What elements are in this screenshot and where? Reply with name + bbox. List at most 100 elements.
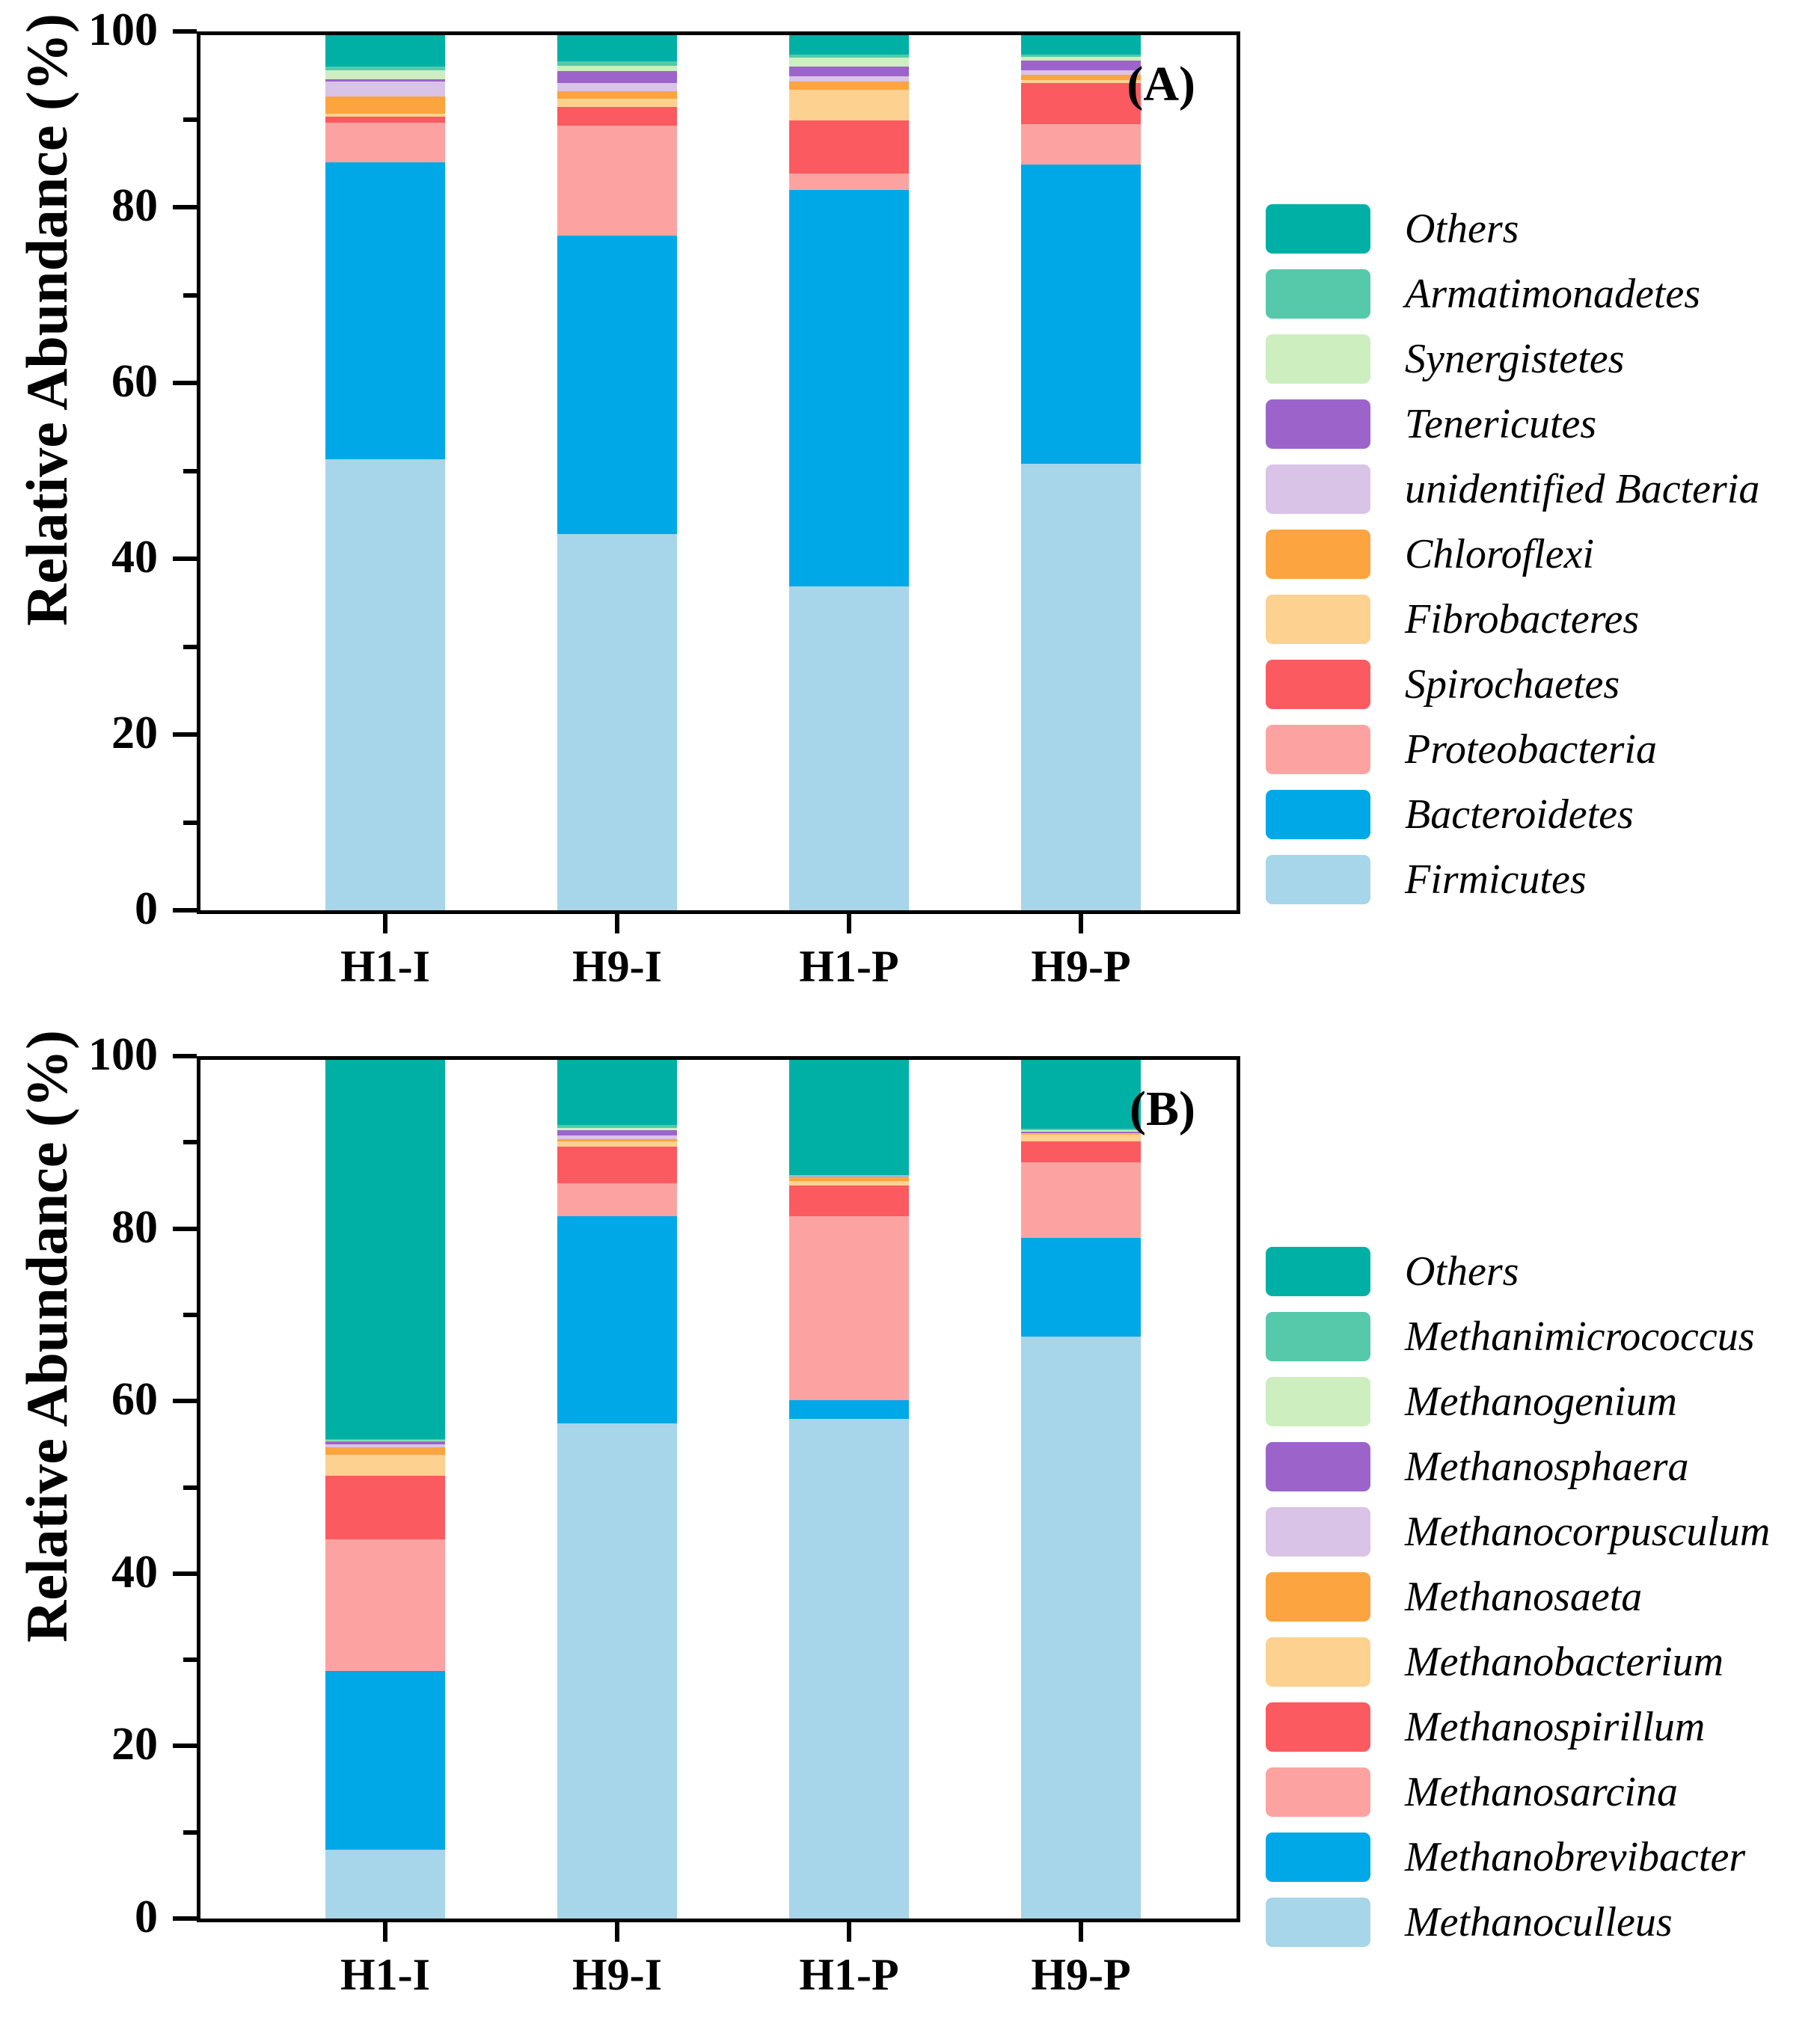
- segment-methanobrevibacter: [325, 1671, 445, 1850]
- plot-area-b: (B): [197, 1056, 1240, 1922]
- y-tick-label: 80: [111, 180, 158, 231]
- x-tick: [847, 1922, 851, 1942]
- segment-fibrobacteres: [1021, 79, 1141, 84]
- legend-label: Methanoculleus: [1405, 1898, 1673, 1945]
- segment-methanoculleus: [557, 1423, 677, 1919]
- segment-others: [557, 35, 677, 62]
- legend-swatch: [1266, 854, 1370, 904]
- segment-firmicutes: [557, 533, 677, 910]
- y-tick-label: 0: [135, 883, 158, 934]
- segment-methanospirillum: [789, 1185, 909, 1216]
- y-major-tick: [173, 1054, 197, 1058]
- y-major-tick: [173, 1916, 197, 1921]
- legend-swatch: [1266, 1897, 1370, 1947]
- legend-label: Chloroflexi: [1405, 530, 1595, 577]
- x-category-label: H1-P: [799, 1950, 899, 1999]
- segment-fibrobacteres: [325, 114, 445, 117]
- legend-item-methanosphaera: Methanosphaera: [1266, 1434, 1770, 1499]
- segment-fibrobacteres: [557, 99, 677, 107]
- legend-a: Others Armatimonadetes Synergistetes Teneri…: [1266, 196, 1759, 912]
- segment-firmicutes: [789, 586, 909, 910]
- segment-bacteroidetes: [325, 162, 445, 460]
- segment-firmicutes: [1021, 464, 1141, 910]
- y-major-tick: [173, 1399, 197, 1404]
- legend-item-others: Others: [1266, 1239, 1770, 1304]
- y-minor-tick: [183, 1657, 197, 1663]
- legend-item-methanobrevibacter: Methanobrevibacter: [1266, 1824, 1770, 1889]
- y-minor-tick: [183, 644, 197, 649]
- segment-fibrobacteres: [789, 89, 909, 120]
- segment-methanosaeta: [1021, 1133, 1141, 1135]
- y-minor-tick: [183, 1312, 197, 1317]
- segment-chloroflexi: [325, 96, 445, 114]
- segment-others: [325, 35, 445, 67]
- legend-swatch: [1266, 203, 1370, 254]
- segment-synergistetes: [325, 70, 445, 79]
- y-minor-tick: [183, 292, 197, 298]
- legend-swatch: [1266, 464, 1370, 514]
- segment-methanospirillum: [557, 1146, 677, 1184]
- x-category-label: H9-P: [1031, 942, 1131, 991]
- legend-swatch: [1266, 1376, 1370, 1426]
- legend-label: Synergistetes: [1405, 335, 1625, 382]
- stacked-bar-h1-i: [325, 1060, 445, 1919]
- x-tick: [615, 914, 619, 933]
- segment-methanospirillum: [325, 1475, 445, 1539]
- y-minor-tick: [183, 117, 197, 122]
- legend-swatch: [1266, 1441, 1370, 1491]
- legend-swatch: [1266, 399, 1370, 449]
- segment-methanoculleus: [1021, 1336, 1141, 1919]
- legend-label: Methanobacterium: [1405, 1638, 1724, 1685]
- segment-methanosphaera: [325, 1441, 445, 1445]
- segment-synergistetes: [557, 65, 677, 71]
- legend-label: unidentified Bacteria: [1405, 465, 1760, 512]
- segment-chloroflexi: [557, 91, 677, 99]
- segment-armatimonadetes: [789, 54, 909, 58]
- legend-item-methanocorpusculum: Methanocorpusculum: [1266, 1499, 1770, 1564]
- y-major-tick: [173, 29, 197, 34]
- stacked-bar-h1-i: [325, 35, 445, 910]
- y-minor-tick: [183, 1830, 197, 1835]
- segment-armatimonadetes: [557, 61, 677, 66]
- segment-methanobrevibacter: [557, 1215, 677, 1423]
- panel-label-b: (B): [1130, 1082, 1195, 1136]
- segment-others: [325, 1060, 445, 1440]
- legend-label: Proteobacteria: [1405, 726, 1657, 773]
- x-tick: [1079, 1922, 1083, 1942]
- segment-methanimicrococcus: [789, 1174, 909, 1176]
- y-tick-label: 60: [111, 1374, 158, 1426]
- segment-spirochaetes: [325, 116, 445, 123]
- legend-item-methanogenium: Methanogenium: [1266, 1369, 1770, 1434]
- legend-item-tenericutes: Tenericutes: [1266, 391, 1759, 456]
- legend-item-methanospirillum: Methanospirillum: [1266, 1694, 1770, 1759]
- stacked-bar-h9-i: [557, 1060, 677, 1919]
- legend-item-spirochaetes: Spirochaetes: [1266, 651, 1759, 717]
- segment-methanogenium: [557, 1127, 677, 1131]
- legend-label: Methanocorpusculum: [1405, 1508, 1771, 1555]
- segment-methanosaeta: [557, 1138, 677, 1142]
- legend-b: Others Methanimicrococcus Methanogenium Met…: [1266, 1239, 1770, 1954]
- segment-methanospirillum: [1021, 1141, 1141, 1162]
- segment-armatimonadetes: [325, 67, 445, 70]
- legend-item-methanimicrococcus: Methanimicrococcus: [1266, 1304, 1770, 1369]
- legend-item-methanosarcina: Methanosarcina: [1266, 1759, 1770, 1824]
- segment-methanosarcina: [1021, 1162, 1141, 1238]
- x-category-label: H1-I: [340, 1950, 430, 1999]
- y-major-tick: [173, 908, 197, 913]
- legend-swatch: [1266, 1702, 1370, 1752]
- bars-b: [200, 1060, 1237, 1919]
- segment-methanobacterium: [325, 1455, 445, 1476]
- legend-label: Firmicutes: [1405, 856, 1587, 903]
- legend-label: Methanosphaera: [1405, 1443, 1689, 1490]
- y-tick-label: 60: [111, 356, 158, 407]
- legend-label: Tenericutes: [1405, 400, 1597, 447]
- y-tick-label: 20: [111, 708, 158, 758]
- legend-swatch: [1266, 659, 1370, 709]
- segment-proteobacteria: [789, 173, 909, 191]
- x-category-label: H1-I: [340, 942, 430, 991]
- y-major-tick: [173, 1744, 197, 1749]
- segment-methanocorpusculum: [325, 1444, 445, 1447]
- segment-methanobacterium: [557, 1141, 677, 1147]
- y-major-tick: [173, 381, 197, 385]
